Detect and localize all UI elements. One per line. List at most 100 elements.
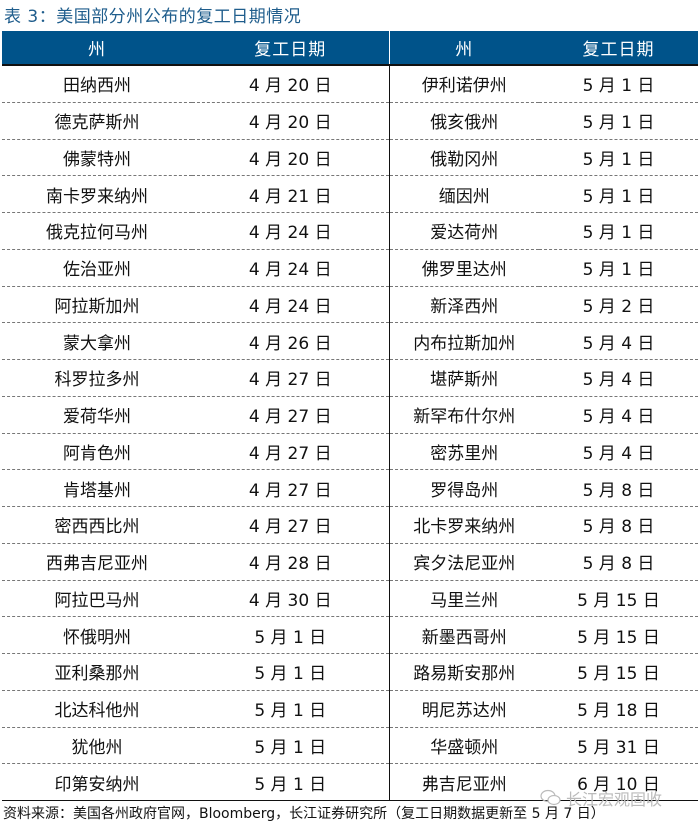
date-cell: 5 月 15 日 xyxy=(539,580,698,618)
state-cell: 罗得岛州 xyxy=(389,469,539,507)
table-row: 阿肯色州 4 月 27 日密苏里州 5 月 4 日 xyxy=(2,433,698,471)
state-cell: 明尼苏达州 xyxy=(389,690,539,728)
date-cell: 5 月 1 日 xyxy=(192,690,390,728)
date-cell: 5 月 1 日 xyxy=(539,249,698,287)
watermark-text: 长江宏观固收 xyxy=(566,790,663,809)
date-cell: 4 月 20 日 xyxy=(192,139,390,177)
state-cell: 俄克拉何马州 xyxy=(2,212,192,250)
source-note: 资料来源：美国各州政府官网，Bloomberg，长江证券研究所（复工日期数据更新… xyxy=(3,806,605,822)
date-cell: 5 月 4 日 xyxy=(539,396,698,434)
reopening-dates-table: 州 复工日期 州 复工日期 田纳西州 4 月 20 日伊利诺伊州 5 月 1 日德克… xyxy=(2,31,698,801)
state-cell: 爱达荷州 xyxy=(389,212,539,250)
date-cell: 5 月 1 日 xyxy=(192,727,390,765)
state-cell: 俄勒冈州 xyxy=(389,139,539,177)
table-row: 西弗吉尼亚州 4 月 28 日宾夕法尼亚州 5 月 8 日 xyxy=(2,543,698,581)
date-cell: 5 月 8 日 xyxy=(539,469,698,507)
state-cell: 俄亥俄州 xyxy=(389,102,539,140)
table-row: 密西西比州 4 月 27 日北卡罗来纳州 5 月 8 日 xyxy=(2,506,698,544)
state-cell: 弗吉尼亚州 xyxy=(389,763,539,801)
table-row: 蒙大拿州 4 月 26 日内布拉斯加州 5 月 4 日 xyxy=(2,322,698,360)
date-cell: 5 月 1 日 xyxy=(539,175,698,213)
state-cell: 佛罗里达州 xyxy=(389,249,539,287)
table-row: 印第安纳州 5 月 1 日弗吉尼亚州 6 月 10 日 xyxy=(2,763,698,801)
date-cell: 4 月 27 日 xyxy=(192,396,390,434)
header-date: 复工日期 xyxy=(539,31,698,66)
state-cell: 马里兰州 xyxy=(389,580,539,618)
table-row: 怀俄明州 5 月 1 日新墨西哥州 5 月 15 日 xyxy=(2,616,698,654)
table-row: 俄克拉何马州 4 月 24 日爱达荷州 5 月 1 日 xyxy=(2,212,698,250)
state-cell: 新泽西州 xyxy=(389,286,539,324)
table-row: 佐治亚州 4 月 24 日佛罗里达州 5 月 1 日 xyxy=(2,249,698,287)
date-cell: 6 月 10 日 xyxy=(539,763,698,801)
date-cell: 4 月 28 日 xyxy=(192,543,390,581)
date-cell: 5 月 8 日 xyxy=(539,506,698,544)
table-row: 科罗拉多州 4 月 27 日堪萨斯州 5 月 4 日 xyxy=(2,359,698,397)
header-row: 州 复工日期 州 复工日期 xyxy=(2,31,698,66)
table-row: 亚利桑那州 5 月 1 日路易斯安那州 5 月 15 日 xyxy=(2,653,698,691)
table-row: 田纳西州 4 月 20 日伊利诺伊州 5 月 1 日 xyxy=(2,65,698,103)
state-cell: 科罗拉多州 xyxy=(2,359,192,397)
date-cell: 5 月 1 日 xyxy=(192,763,390,801)
state-cell: 密西西比州 xyxy=(2,506,192,544)
state-cell: 新罕布什尔州 xyxy=(389,396,539,434)
state-cell: 缅因州 xyxy=(389,175,539,213)
date-cell: 4 月 30 日 xyxy=(192,580,390,618)
table-row: 爱荷华州 4 月 27 日新罕布什尔州 5 月 4 日 xyxy=(2,396,698,434)
date-cell: 5 月 1 日 xyxy=(192,653,390,691)
state-cell: 堪萨斯州 xyxy=(389,359,539,397)
state-cell: 阿肯色州 xyxy=(2,433,192,471)
date-cell: 5 月 1 日 xyxy=(539,65,698,103)
state-cell: 西弗吉尼亚州 xyxy=(2,543,192,581)
table-row: 北达科他州 5 月 1 日明尼苏达州 5 月 18 日 xyxy=(2,690,698,728)
date-cell: 5 月 1 日 xyxy=(539,139,698,177)
date-cell: 4 月 27 日 xyxy=(192,433,390,471)
table-row: 佛蒙特州 4 月 20 日俄勒冈州 5 月 1 日 xyxy=(2,139,698,177)
date-cell: 4 月 27 日 xyxy=(192,506,390,544)
date-cell: 5 月 8 日 xyxy=(539,543,698,581)
state-cell: 田纳西州 xyxy=(2,65,192,103)
watermark: 长江宏观固收 xyxy=(540,786,662,810)
state-cell: 蒙大拿州 xyxy=(2,322,192,360)
state-cell: 密苏里州 xyxy=(389,433,539,471)
date-cell: 4 月 24 日 xyxy=(192,249,390,287)
header-state: 州 xyxy=(389,31,539,66)
date-cell: 5 月 1 日 xyxy=(192,616,390,654)
state-cell: 北达科他州 xyxy=(2,690,192,728)
state-cell: 阿拉斯加州 xyxy=(2,286,192,324)
date-cell: 5 月 4 日 xyxy=(539,322,698,360)
date-cell: 5 月 18 日 xyxy=(539,690,698,728)
date-cell: 4 月 20 日 xyxy=(192,102,390,140)
state-cell: 德克萨斯州 xyxy=(2,102,192,140)
date-cell: 4 月 26 日 xyxy=(192,322,390,360)
date-cell: 5 月 1 日 xyxy=(539,212,698,250)
table-row: 阿拉斯加州 4 月 24 日新泽西州 5 月 2 日 xyxy=(2,286,698,324)
date-cell: 5 月 4 日 xyxy=(539,433,698,471)
state-cell: 路易斯安那州 xyxy=(389,653,539,691)
state-cell: 肯塔基州 xyxy=(2,469,192,507)
state-cell: 南卡罗来纳州 xyxy=(2,175,192,213)
table-title: 表 3：美国部分州公布的复工日期情况 xyxy=(4,7,302,27)
state-cell: 佛蒙特州 xyxy=(2,139,192,177)
state-cell: 内布拉斯加州 xyxy=(389,322,539,360)
date-cell: 4 月 27 日 xyxy=(192,359,390,397)
date-cell: 5 月 15 日 xyxy=(539,653,698,691)
state-cell: 华盛顿州 xyxy=(389,727,539,765)
state-cell: 北卡罗来纳州 xyxy=(389,506,539,544)
state-cell: 印第安纳州 xyxy=(2,763,192,801)
date-cell: 5 月 31 日 xyxy=(539,727,698,765)
date-cell: 4 月 27 日 xyxy=(192,469,390,507)
date-cell: 5 月 15 日 xyxy=(539,616,698,654)
date-cell: 4 月 21 日 xyxy=(192,175,390,213)
state-cell: 新墨西哥州 xyxy=(389,616,539,654)
state-cell: 亚利桑那州 xyxy=(2,653,192,691)
state-cell: 爱荷华州 xyxy=(2,396,192,434)
table-row: 南卡罗来纳州 4 月 21 日缅因州 5 月 1 日 xyxy=(2,175,698,213)
date-cell: 5 月 4 日 xyxy=(539,359,698,397)
date-cell: 4 月 24 日 xyxy=(192,212,390,250)
header-date: 复工日期 xyxy=(192,31,390,66)
wechat-icon xyxy=(540,789,561,806)
date-cell: 4 月 20 日 xyxy=(192,65,390,103)
table-row: 肯塔基州 4 月 27 日罗得岛州 5 月 8 日 xyxy=(2,469,698,507)
state-cell: 宾夕法尼亚州 xyxy=(389,543,539,581)
date-cell: 5 月 1 日 xyxy=(539,102,698,140)
